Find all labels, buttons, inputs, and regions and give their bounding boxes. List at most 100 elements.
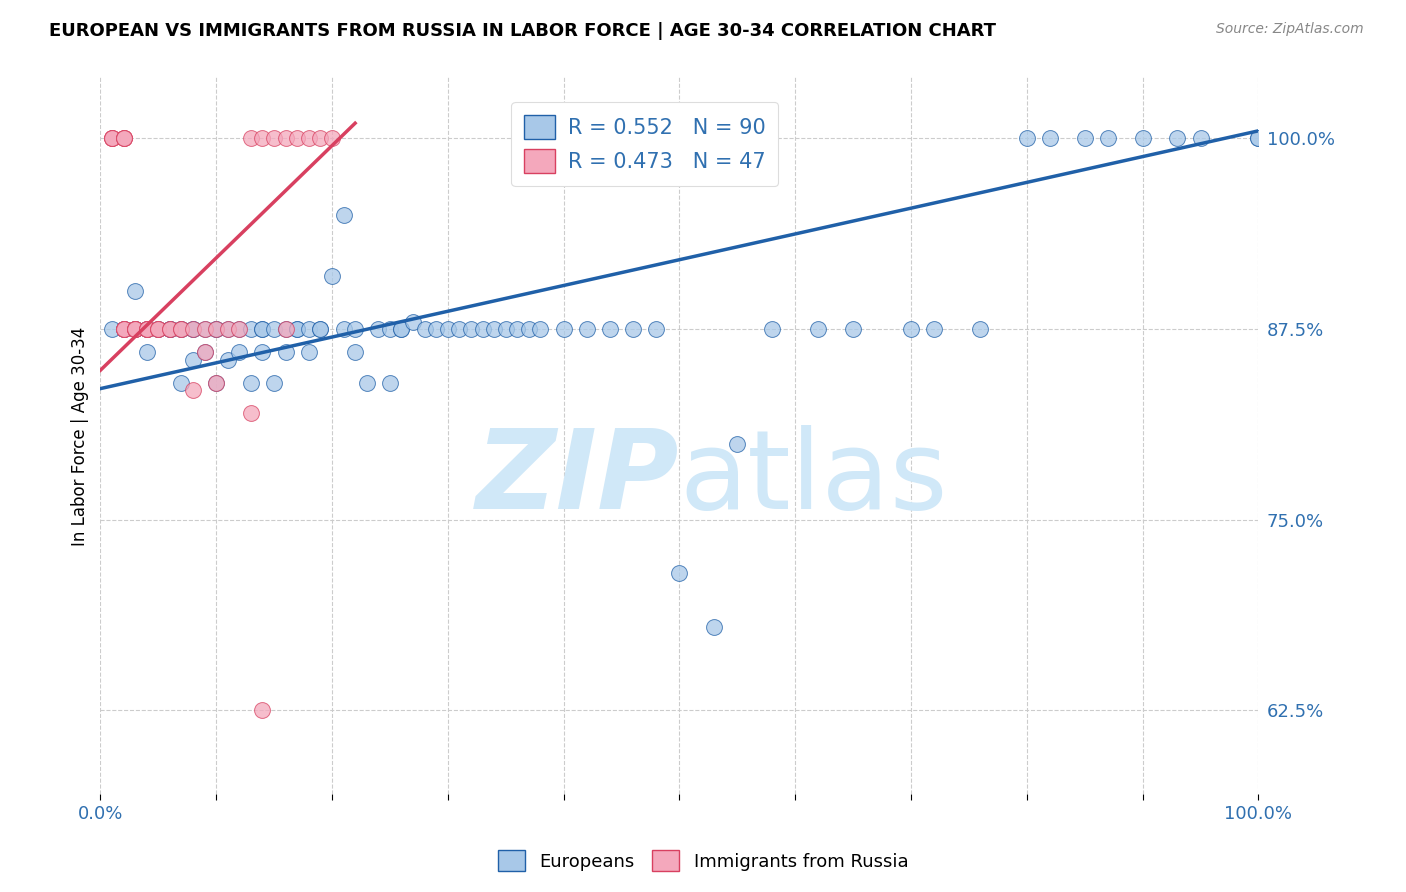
- Point: [217, 352, 239, 367]
- Point: [112, 322, 135, 336]
- Point: [703, 619, 725, 633]
- Point: [205, 322, 228, 336]
- Point: [124, 322, 146, 336]
- Point: [621, 322, 644, 336]
- Point: [402, 314, 425, 328]
- Point: [517, 322, 540, 336]
- Point: [124, 322, 146, 336]
- Point: [181, 352, 204, 367]
- Point: [529, 322, 551, 336]
- Point: [101, 131, 124, 145]
- Point: [495, 322, 517, 336]
- Point: [1166, 131, 1188, 145]
- Point: [159, 322, 181, 336]
- Point: [135, 345, 157, 359]
- Point: [252, 322, 274, 336]
- Point: [309, 131, 332, 145]
- Point: [1247, 131, 1270, 145]
- Point: [159, 322, 181, 336]
- Point: [332, 322, 354, 336]
- Point: [148, 322, 170, 336]
- Point: [124, 322, 146, 336]
- Point: [135, 322, 157, 336]
- Point: [181, 322, 204, 336]
- Point: [285, 322, 308, 336]
- Point: [298, 322, 321, 336]
- Point: [460, 322, 482, 336]
- Point: [482, 322, 505, 336]
- Point: [1039, 131, 1062, 145]
- Point: [761, 322, 783, 336]
- Point: [101, 322, 124, 336]
- Point: [645, 322, 668, 336]
- Point: [425, 322, 447, 336]
- Point: [575, 322, 598, 336]
- Point: [471, 322, 494, 336]
- Point: [332, 208, 354, 222]
- Point: [194, 345, 217, 359]
- Point: [285, 322, 308, 336]
- Point: [239, 131, 262, 145]
- Point: [170, 376, 193, 390]
- Text: Source: ZipAtlas.com: Source: ZipAtlas.com: [1216, 22, 1364, 37]
- Point: [112, 131, 135, 145]
- Point: [124, 322, 146, 336]
- Point: [378, 376, 401, 390]
- Point: [148, 322, 170, 336]
- Text: EUROPEAN VS IMMIGRANTS FROM RUSSIA IN LABOR FORCE | AGE 30-34 CORRELATION CHART: EUROPEAN VS IMMIGRANTS FROM RUSSIA IN LA…: [49, 22, 997, 40]
- Point: [391, 322, 413, 336]
- Text: atlas: atlas: [679, 425, 948, 533]
- Point: [239, 376, 262, 390]
- Point: [101, 131, 124, 145]
- Point: [217, 322, 239, 336]
- Point: [135, 322, 157, 336]
- Point: [148, 322, 170, 336]
- Point: [449, 322, 471, 336]
- Legend: Europeans, Immigrants from Russia: Europeans, Immigrants from Russia: [491, 843, 915, 879]
- Point: [124, 322, 146, 336]
- Point: [170, 322, 193, 336]
- Point: [1132, 131, 1154, 145]
- Point: [274, 322, 297, 336]
- Point: [922, 322, 945, 336]
- Point: [217, 322, 239, 336]
- Legend: R = 0.552   N = 90, R = 0.473   N = 47: R = 0.552 N = 90, R = 0.473 N = 47: [512, 103, 778, 186]
- Point: [309, 322, 332, 336]
- Point: [1247, 131, 1270, 145]
- Point: [298, 345, 321, 359]
- Point: [124, 322, 146, 336]
- Point: [170, 322, 193, 336]
- Point: [252, 322, 274, 336]
- Point: [239, 406, 262, 420]
- Point: [135, 322, 157, 336]
- Point: [205, 376, 228, 390]
- Point: [725, 436, 748, 450]
- Point: [668, 566, 690, 581]
- Point: [309, 322, 332, 336]
- Point: [367, 322, 389, 336]
- Point: [170, 322, 193, 336]
- Point: [252, 131, 274, 145]
- Point: [1189, 131, 1212, 145]
- Point: [356, 376, 378, 390]
- Point: [274, 345, 297, 359]
- Point: [969, 322, 991, 336]
- Point: [112, 322, 135, 336]
- Point: [321, 131, 343, 145]
- Point: [1015, 131, 1038, 145]
- Point: [101, 131, 124, 145]
- Point: [252, 345, 274, 359]
- Point: [112, 322, 135, 336]
- Point: [159, 322, 181, 336]
- Point: [285, 131, 308, 145]
- Point: [274, 131, 297, 145]
- Point: [391, 322, 413, 336]
- Point: [900, 322, 922, 336]
- Point: [112, 322, 135, 336]
- Point: [148, 322, 170, 336]
- Point: [252, 703, 274, 717]
- Point: [170, 322, 193, 336]
- Point: [194, 345, 217, 359]
- Point: [298, 131, 321, 145]
- Point: [135, 322, 157, 336]
